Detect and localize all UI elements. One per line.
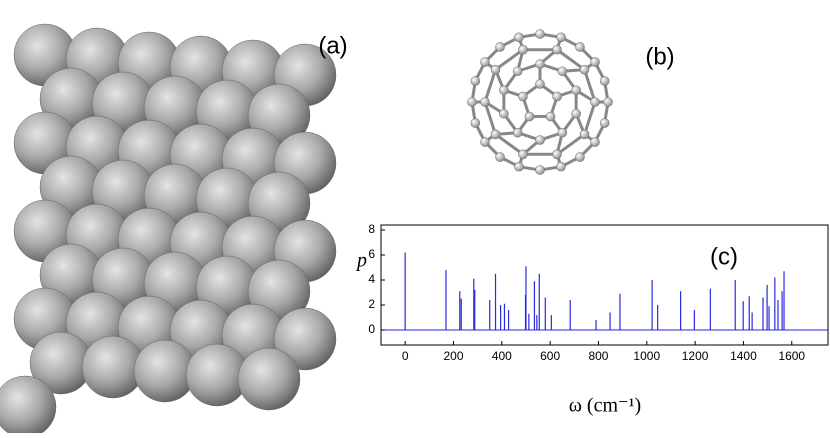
atom	[557, 127, 568, 138]
atom	[470, 76, 481, 86]
atom	[545, 111, 556, 122]
atom	[590, 97, 600, 107]
atom	[575, 152, 585, 162]
atom	[512, 66, 523, 77]
atom	[499, 108, 509, 119]
panel-label: (b)	[645, 43, 674, 70]
x-tick-label: 200	[443, 349, 463, 363]
x-tick-label: 0	[402, 349, 409, 363]
atom	[575, 42, 585, 52]
atom	[599, 76, 610, 86]
y-tick-label: 2	[368, 297, 375, 311]
x-tick-label: 1600	[778, 349, 805, 363]
atom	[556, 161, 566, 172]
atom	[512, 127, 523, 138]
annotation: (c)	[710, 243, 738, 270]
y-tick-label: 8	[368, 222, 375, 236]
atom	[535, 165, 545, 175]
bond-ring	[521, 82, 559, 119]
x-tick-label: 800	[588, 349, 608, 363]
atom	[603, 97, 613, 107]
atom	[480, 57, 490, 67]
x-axis-label: ω (cm⁻¹)	[569, 395, 641, 417]
atom	[495, 42, 505, 52]
atom	[590, 137, 600, 147]
y-tick-label: 6	[368, 247, 375, 261]
x-tick-label: 600	[540, 349, 560, 363]
x-tick-label: 1000	[633, 349, 660, 363]
atom	[518, 91, 528, 102]
atom	[579, 129, 590, 140]
atom	[552, 44, 562, 55]
atom	[480, 137, 490, 147]
atom	[524, 111, 535, 122]
spectrum-chart: 0 200 400 600 800 1000 1200 1400 1600 0 2 4 6 8 (c) p ω …	[355, 222, 829, 417]
x-tick-label: 400	[492, 349, 512, 363]
atom	[499, 85, 509, 96]
y-tick-label: 0	[368, 322, 375, 336]
sphere-packing	[0, 23, 337, 438]
plot-frame	[380, 224, 829, 346]
y-axis-label: p	[355, 250, 367, 272]
atom	[590, 57, 600, 67]
bond-ring	[470, 32, 610, 172]
atom	[535, 59, 545, 69]
panel-label: (a)	[318, 32, 347, 59]
fullerene	[467, 29, 613, 175]
sphere	[0, 375, 57, 438]
atom	[579, 64, 590, 75]
atom	[495, 152, 505, 162]
sphere	[237, 347, 301, 411]
x-tick-label: 1200	[682, 349, 709, 363]
atom	[480, 97, 490, 107]
atom	[556, 32, 566, 43]
atom	[490, 64, 501, 75]
atom	[552, 149, 562, 160]
atom	[571, 108, 581, 119]
sphere	[273, 307, 337, 371]
atom	[514, 161, 524, 172]
atom	[535, 135, 545, 145]
atom	[535, 29, 545, 39]
atom	[535, 79, 545, 89]
atom	[490, 129, 501, 140]
atom	[557, 66, 568, 77]
atom	[518, 149, 528, 160]
atom	[470, 118, 481, 128]
atom	[599, 118, 610, 128]
atom	[552, 91, 562, 102]
atom	[571, 85, 581, 96]
atom	[518, 44, 528, 55]
x-tick-label: 1400	[730, 349, 757, 363]
y-tick-label: 4	[368, 272, 375, 286]
atom	[467, 97, 477, 107]
atom	[514, 32, 524, 43]
